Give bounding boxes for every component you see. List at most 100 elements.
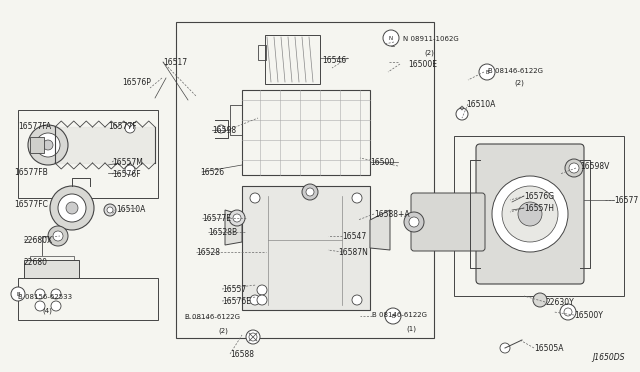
Bar [18,110,158,198]
Bar [265,35,320,84]
Circle shape [518,202,542,226]
Bar [176,22,434,338]
Text: 16557H: 16557H [524,204,554,213]
Circle shape [385,308,401,324]
Circle shape [229,210,245,226]
Circle shape [58,194,86,222]
Circle shape [502,186,558,242]
Text: B: B [16,292,20,296]
Circle shape [43,140,53,150]
FancyBboxPatch shape [476,144,584,284]
Text: 16577E: 16577E [202,214,231,223]
Circle shape [125,165,135,175]
Text: 16576P: 16576P [122,78,151,87]
Text: 16577F: 16577F [108,122,136,131]
Circle shape [35,301,45,311]
Text: 16547: 16547 [342,232,366,241]
Circle shape [352,295,362,305]
Circle shape [492,176,568,252]
Text: 22680X: 22680X [24,236,53,245]
Circle shape [257,285,267,295]
Circle shape [125,123,135,133]
FancyBboxPatch shape [411,193,485,251]
Text: B: B [391,314,395,318]
Text: 16500: 16500 [370,158,394,167]
Bar [24,260,79,278]
Circle shape [306,188,314,196]
Circle shape [11,287,25,301]
Text: 16577FA: 16577FA [18,122,51,131]
Circle shape [249,333,257,341]
Circle shape [569,163,579,173]
Circle shape [404,212,424,232]
Text: B: B [485,70,489,74]
Polygon shape [225,210,242,245]
Text: (2): (2) [218,327,228,334]
Bar [30,137,44,153]
Text: 16588+A: 16588+A [374,210,410,219]
Text: N: N [389,35,393,41]
Text: 16500E: 16500E [408,60,437,69]
Text: 16576G: 16576G [524,192,554,201]
Circle shape [28,125,68,165]
Circle shape [564,308,572,316]
Text: 16577FB: 16577FB [14,168,48,177]
Circle shape [36,133,60,157]
Circle shape [409,217,419,227]
Text: 16546: 16546 [322,56,346,65]
Text: (2): (2) [424,49,434,55]
Text: 16557: 16557 [222,285,246,294]
Circle shape [51,289,61,299]
Circle shape [565,159,583,177]
Text: 16528B: 16528B [208,228,237,237]
Circle shape [500,343,510,353]
Circle shape [302,184,318,200]
Text: 16517: 16517 [163,58,187,67]
Text: 16598: 16598 [212,126,236,135]
Circle shape [107,207,113,213]
Circle shape [217,125,225,133]
Circle shape [66,202,78,214]
Text: 16557M: 16557M [112,158,143,167]
Circle shape [250,193,260,203]
Text: 16588: 16588 [230,350,254,359]
Text: 16526: 16526 [200,168,224,177]
Text: 16510A: 16510A [116,205,145,214]
Circle shape [53,231,63,241]
Circle shape [35,289,45,299]
Circle shape [560,304,576,320]
Bar [242,186,370,310]
Circle shape [246,330,260,344]
Text: 16510A: 16510A [466,100,495,109]
Circle shape [479,64,495,80]
Text: 16576F: 16576F [112,170,141,179]
Bar [258,45,266,60]
Text: B 08146-6122G: B 08146-6122G [185,314,240,320]
Circle shape [50,186,94,230]
Text: 22680: 22680 [24,258,48,267]
Text: 16587N: 16587N [338,248,368,257]
Text: N 08911-1062G: N 08911-1062G [403,36,459,42]
Circle shape [352,193,362,203]
Text: 16598V: 16598V [580,162,609,171]
Bar [18,278,158,320]
Text: 16577FC: 16577FC [14,200,48,209]
Circle shape [533,293,547,307]
Circle shape [257,295,267,305]
Circle shape [104,204,116,216]
Text: (4): (4) [42,307,52,314]
Text: (2): (2) [514,80,524,87]
Text: 16505A: 16505A [534,344,563,353]
Text: 16528: 16528 [196,248,220,257]
Text: J1650DS: J1650DS [593,353,625,362]
Text: (1): (1) [406,325,416,331]
Text: 16577: 16577 [614,196,638,205]
Circle shape [233,214,241,222]
Bar [242,90,370,175]
Text: B 08156-62533: B 08156-62533 [18,294,72,300]
Bar [454,136,624,296]
Circle shape [48,226,68,246]
Polygon shape [370,210,390,250]
Text: 16576E: 16576E [222,297,251,306]
Text: B 08146-6122G: B 08146-6122G [488,68,543,74]
